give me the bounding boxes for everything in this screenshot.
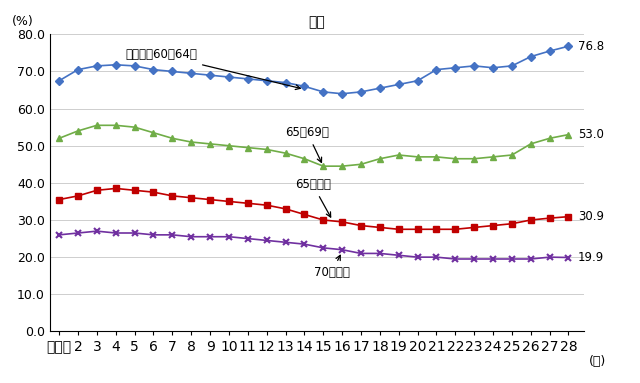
Text: 30.9: 30.9	[578, 210, 604, 223]
Text: (年): (年)	[589, 355, 606, 368]
Text: 76.8: 76.8	[578, 40, 604, 53]
Text: (%): (%)	[12, 15, 34, 28]
Title: 男性: 男性	[308, 15, 325, 29]
Text: 19.9: 19.9	[578, 251, 604, 264]
Text: （参考）60～64歳: （参考）60～64歳	[125, 49, 300, 90]
Text: 65～69歳: 65～69歳	[285, 126, 330, 162]
Text: 70歳以上: 70歳以上	[314, 255, 349, 279]
Text: 53.0: 53.0	[578, 128, 604, 141]
Text: 65歳以上: 65歳以上	[295, 178, 331, 217]
